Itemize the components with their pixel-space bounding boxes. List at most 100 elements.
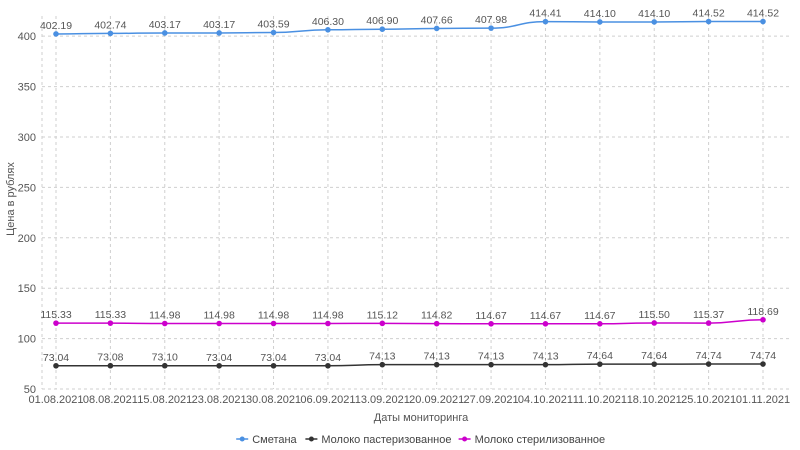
x-tick-label: 25.10.2021 bbox=[681, 394, 736, 406]
data-point bbox=[325, 362, 331, 369]
data-label: 114.98 bbox=[258, 309, 289, 321]
data-label: 73.04 bbox=[206, 352, 232, 364]
data-point bbox=[488, 25, 494, 31]
data-label: 114.67 bbox=[584, 310, 615, 322]
data-point bbox=[107, 320, 114, 326]
data-point bbox=[597, 19, 603, 25]
data-point bbox=[542, 18, 549, 25]
data-point bbox=[488, 361, 494, 368]
data-point bbox=[651, 19, 658, 25]
legend-marker-dot bbox=[239, 436, 245, 442]
legend-entry: Молоко пастеризованное bbox=[321, 434, 451, 446]
data-point bbox=[161, 30, 168, 36]
legend-entry: Молоко стерилизованное bbox=[475, 434, 606, 446]
data-label: 74.74 bbox=[750, 350, 776, 362]
legend-marker-dot bbox=[308, 436, 314, 442]
data-label: 115.33 bbox=[95, 309, 126, 321]
data-label: 403.17 bbox=[203, 19, 235, 31]
data-point bbox=[379, 361, 386, 368]
series bbox=[53, 18, 766, 369]
data-label: 414.10 bbox=[584, 8, 616, 20]
data-label: 73.10 bbox=[152, 352, 178, 364]
data-label: 114.98 bbox=[203, 309, 234, 321]
data-label: 114.82 bbox=[421, 310, 452, 322]
data-point bbox=[433, 25, 440, 32]
data-label: 74.64 bbox=[587, 350, 613, 362]
legend: Сметана Молоко пастеризованное Молоко стер… bbox=[236, 434, 605, 446]
data-point bbox=[325, 27, 331, 33]
data-label: 407.66 bbox=[421, 14, 453, 26]
x-tick-label: 18.10.2021 bbox=[627, 394, 682, 406]
x-tick-label: 27.09.2021 bbox=[464, 394, 519, 406]
data-point bbox=[433, 361, 440, 368]
data-point bbox=[651, 320, 658, 326]
data-label: 115.33 bbox=[40, 309, 71, 321]
data-point bbox=[107, 362, 114, 369]
data-point bbox=[379, 26, 386, 33]
y-tick-label: 50 bbox=[24, 384, 36, 396]
data-point bbox=[760, 361, 766, 367]
x-tick-label: 20.09.2021 bbox=[409, 394, 464, 406]
data-label: 115.37 bbox=[693, 309, 724, 321]
data-point bbox=[216, 30, 222, 36]
x-tick-label: 01.11.2021 bbox=[736, 394, 790, 406]
data-label: 73.04 bbox=[43, 352, 69, 364]
data-label: 115.50 bbox=[639, 309, 670, 321]
series-line bbox=[55, 20, 763, 35]
data-point bbox=[216, 362, 222, 369]
data-point bbox=[542, 321, 549, 327]
x-axis-title: Даты мониторинга bbox=[374, 412, 469, 424]
x-tick-label: 23.08.2021 bbox=[192, 394, 247, 406]
data-label: 114.98 bbox=[312, 309, 343, 321]
y-tick-label: 150 bbox=[18, 283, 36, 295]
y-tick-label: 100 bbox=[18, 334, 36, 346]
y-tick-label: 350 bbox=[18, 82, 36, 94]
data-label: 74.13 bbox=[424, 351, 450, 363]
y-axis: 50 100 150 200 250 300 350 400 bbox=[18, 31, 36, 396]
data-point bbox=[216, 320, 222, 327]
x-tick-label: 04.10.2021 bbox=[518, 394, 573, 406]
data-point bbox=[542, 361, 549, 368]
data-label: 406.90 bbox=[366, 15, 398, 27]
series-line bbox=[55, 363, 763, 367]
data-label: 414.10 bbox=[638, 8, 670, 20]
data-label: 115.12 bbox=[367, 309, 398, 321]
y-tick-label: 300 bbox=[18, 132, 36, 144]
data-label: 74.13 bbox=[532, 351, 558, 363]
x-tick-label: 11.10.2021 bbox=[573, 394, 627, 406]
x-tick-label: 08.08.2021 bbox=[83, 394, 138, 406]
data-label: 74.13 bbox=[369, 351, 395, 363]
data-point bbox=[760, 18, 766, 25]
data-point bbox=[270, 362, 277, 369]
data-label: 74.64 bbox=[641, 350, 667, 362]
x-tick-label: 01.08.2021 bbox=[28, 394, 83, 406]
data-point bbox=[107, 30, 114, 37]
data-labels: 402.19 402.74 403.17 403.17 403.59 406.30 406.… bbox=[40, 8, 779, 364]
data-label: 406.30 bbox=[312, 16, 344, 28]
data-label: 414.41 bbox=[529, 8, 561, 20]
data-label: 73.04 bbox=[315, 352, 341, 364]
data-label: 73.08 bbox=[97, 352, 123, 364]
data-point bbox=[705, 361, 712, 367]
series-line bbox=[55, 319, 764, 325]
x-tick-label: 13.09.2021 bbox=[355, 394, 410, 406]
y-tick-label: 400 bbox=[18, 31, 36, 43]
data-label: 74.13 bbox=[478, 351, 504, 363]
data-label: 402.74 bbox=[94, 19, 126, 31]
data-point bbox=[705, 320, 712, 326]
data-label: 74.74 bbox=[695, 350, 721, 362]
y-tick-label: 250 bbox=[18, 182, 36, 194]
data-label: 114.67 bbox=[475, 310, 506, 322]
data-point bbox=[161, 320, 168, 327]
legend-entry: Сметана bbox=[252, 434, 297, 446]
data-label: 414.52 bbox=[747, 8, 779, 20]
data-point bbox=[53, 320, 59, 326]
data-point bbox=[53, 31, 59, 37]
data-point bbox=[433, 320, 440, 327]
data-point bbox=[705, 18, 712, 25]
y-tick-label: 200 bbox=[18, 233, 36, 245]
data-point bbox=[325, 320, 331, 327]
data-label: 118.69 bbox=[747, 306, 778, 318]
